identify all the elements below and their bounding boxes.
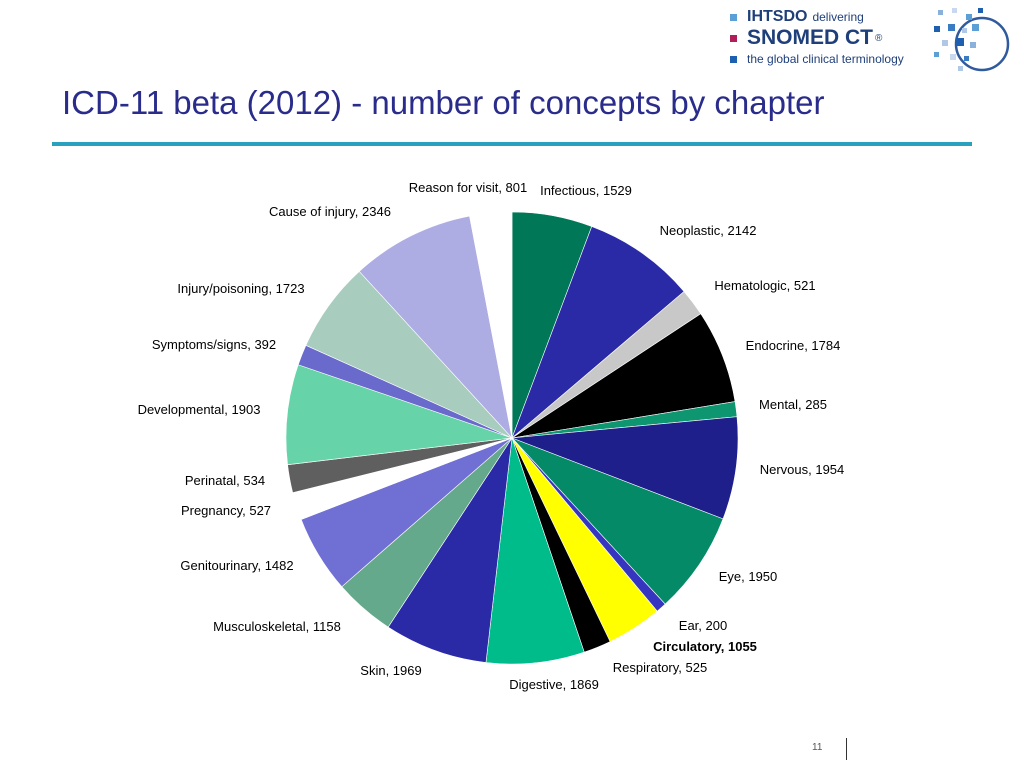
slice-label: Musculoskeletal, 1158: [213, 619, 341, 634]
slice-label: Mental, 285: [759, 397, 827, 412]
slice-label: Cause of injury, 2346: [269, 204, 391, 219]
logo-subtitle: the global clinical terminology: [747, 52, 904, 66]
slice-label: Ear, 200: [679, 618, 727, 633]
pie-slice: [387, 437, 513, 663]
page-divider: [846, 738, 847, 760]
logo-mark-icon: [934, 8, 1010, 72]
logo-line-product: SNOMED CT ®: [730, 26, 882, 50]
slice-label: Developmental, 1903: [138, 402, 261, 417]
pie-slice: [511, 437, 724, 605]
slice-label: Respiratory, 525: [613, 660, 707, 675]
pie-slice: [358, 215, 513, 439]
slice-label: Hematologic, 521: [714, 278, 815, 293]
ihtsdo-snomed-logo: IHTSDO delivering SNOMED CT ® the global…: [722, 6, 1022, 80]
slice-label: Digestive, 1869: [509, 677, 599, 692]
logo-org: IHTSDO: [747, 8, 808, 25]
logo-tagline: delivering: [812, 10, 864, 24]
slice-label: Perinatal, 534: [185, 473, 265, 488]
page-number: 11: [812, 742, 823, 753]
pie-slice: [511, 416, 739, 520]
slice-label: Reason for visit, 801: [409, 180, 528, 195]
slice-label: Eye, 1950: [719, 569, 778, 584]
slice-label: Skin, 1969: [360, 663, 421, 678]
slice-label: Pregnancy, 527: [181, 503, 271, 518]
slice-label: Nervous, 1954: [760, 462, 845, 477]
slice-label: Injury/poisoning, 1723: [177, 281, 304, 296]
pie-slice: [469, 211, 513, 439]
slide-title: ICD-11 beta (2012) - number of concepts …: [62, 84, 825, 121]
pie-slice: [285, 364, 513, 466]
title-rule: [52, 142, 972, 146]
logo-square-icon: [730, 34, 737, 42]
logo-line-subtitle: the global clinical terminology: [730, 52, 904, 66]
pie-slice: [511, 226, 685, 439]
slice-label: Endocrine, 1784: [746, 338, 841, 353]
slice-label: Symptoms/signs, 392: [152, 337, 276, 352]
logo-square-icon: [730, 13, 737, 21]
slice-label: Genitourinary, 1482: [180, 558, 293, 573]
slice-label: Circulatory, 1055: [653, 639, 757, 654]
logo-product: SNOMED CT: [747, 26, 873, 49]
logo-square-icon: [730, 55, 737, 63]
logo-line-org: IHTSDO delivering: [730, 8, 864, 26]
slice-label: Infectious, 1529: [540, 183, 632, 198]
logo-registered-mark: ®: [875, 32, 883, 44]
slice-label: Neoplastic, 2142: [660, 223, 757, 238]
